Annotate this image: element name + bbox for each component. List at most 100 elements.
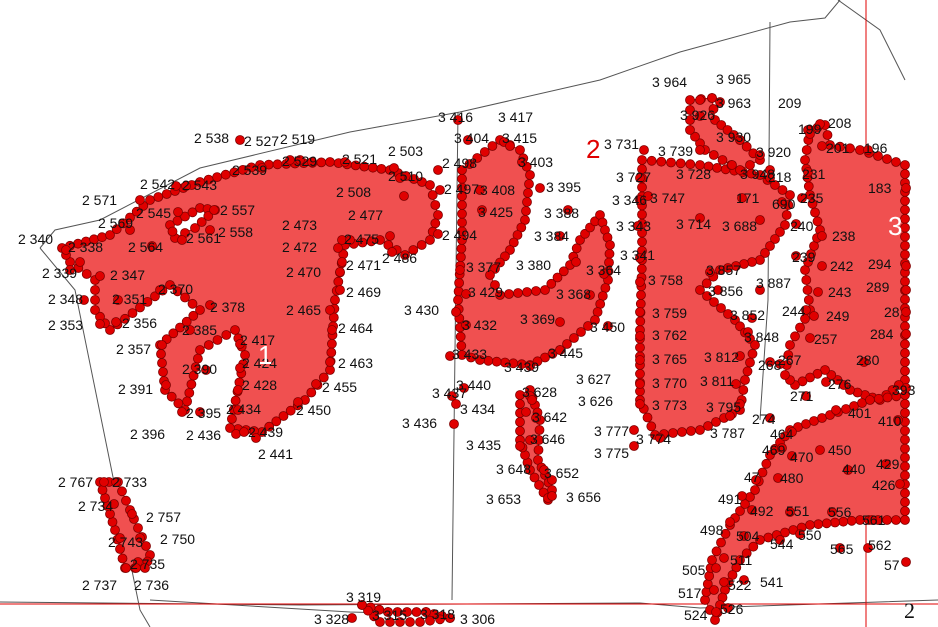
- point-marker[interactable]: [525, 435, 535, 445]
- point-marker[interactable]: [859, 357, 869, 367]
- point-marker[interactable]: [809, 311, 819, 321]
- point-marker[interactable]: [901, 307, 911, 317]
- point-marker[interactable]: [555, 231, 565, 241]
- point-marker[interactable]: [387, 247, 397, 257]
- point-marker[interactable]: [125, 225, 135, 235]
- point-marker[interactable]: [563, 205, 573, 215]
- point-marker[interactable]: [881, 459, 891, 469]
- point-marker[interactable]: [801, 391, 811, 401]
- point-marker[interactable]: [235, 363, 245, 373]
- point-marker[interactable]: [383, 607, 393, 617]
- point-marker[interactable]: [643, 191, 653, 201]
- point-marker[interactable]: [695, 111, 705, 121]
- point-marker[interactable]: [775, 535, 785, 545]
- point-marker[interactable]: [787, 427, 797, 437]
- point-marker[interactable]: [755, 285, 765, 295]
- point-marker[interactable]: [205, 225, 215, 235]
- point-marker[interactable]: [901, 383, 911, 393]
- point-marker[interactable]: [195, 407, 205, 417]
- point-marker[interactable]: [755, 215, 765, 225]
- point-marker[interactable]: [157, 340, 167, 350]
- point-marker[interactable]: [131, 563, 141, 573]
- point-marker[interactable]: [135, 195, 145, 205]
- point-marker[interactable]: [445, 351, 455, 361]
- point-marker[interactable]: [695, 213, 705, 223]
- point-marker[interactable]: [517, 157, 527, 167]
- point-marker[interactable]: [295, 155, 305, 165]
- point-marker[interactable]: [805, 129, 815, 139]
- point-marker[interactable]: [555, 317, 565, 327]
- point-marker[interactable]: [155, 285, 165, 295]
- point-marker[interactable]: [147, 241, 157, 251]
- point-marker[interactable]: [711, 563, 721, 573]
- point-marker[interactable]: [209, 205, 219, 215]
- point-marker[interactable]: [739, 531, 749, 541]
- point-marker[interactable]: [385, 231, 395, 241]
- point-marker[interactable]: [173, 207, 183, 217]
- point-marker[interactable]: [357, 600, 367, 610]
- point-marker[interactable]: [95, 319, 105, 329]
- point-marker[interactable]: [635, 173, 645, 183]
- point-marker[interactable]: [435, 185, 445, 195]
- point-marker[interactable]: [311, 379, 321, 389]
- point-marker[interactable]: [747, 505, 757, 515]
- point-marker[interactable]: [725, 411, 735, 421]
- point-marker[interactable]: [817, 261, 827, 271]
- point-marker[interactable]: [901, 261, 911, 271]
- point-marker[interactable]: [585, 290, 595, 300]
- point-marker[interactable]: [777, 443, 787, 453]
- point-marker[interactable]: [817, 231, 827, 241]
- point-marker[interactable]: [633, 221, 643, 231]
- point-marker[interactable]: [111, 317, 121, 327]
- point-marker[interactable]: [347, 613, 357, 623]
- point-marker[interactable]: [791, 251, 801, 261]
- point-marker[interactable]: [95, 271, 105, 281]
- point-marker[interactable]: [803, 167, 813, 177]
- point-marker[interactable]: [113, 295, 123, 305]
- point-marker[interactable]: [739, 575, 749, 585]
- point-marker[interactable]: [127, 509, 137, 519]
- point-marker[interactable]: [201, 365, 211, 375]
- point-marker[interactable]: [109, 499, 119, 509]
- point-marker[interactable]: [863, 543, 873, 553]
- point-marker[interactable]: [629, 425, 639, 435]
- point-marker[interactable]: [755, 150, 765, 160]
- point-marker[interactable]: [635, 331, 645, 341]
- point-marker[interactable]: [389, 163, 399, 173]
- point-marker[interactable]: [477, 205, 487, 215]
- point-marker[interactable]: [233, 405, 243, 415]
- point-marker[interactable]: [445, 613, 455, 623]
- point-marker[interactable]: [433, 229, 443, 239]
- point-marker[interactable]: [635, 253, 645, 263]
- point-marker[interactable]: [773, 473, 783, 483]
- point-marker[interactable]: [815, 119, 825, 129]
- point-marker[interactable]: [785, 507, 795, 517]
- point-marker[interactable]: [115, 533, 125, 543]
- point-marker[interactable]: [447, 391, 457, 401]
- point-marker[interactable]: [515, 441, 525, 451]
- point-marker[interactable]: [111, 477, 121, 487]
- point-marker[interactable]: [777, 197, 787, 207]
- point-marker[interactable]: [813, 287, 823, 297]
- point-marker[interactable]: [463, 135, 473, 145]
- point-marker[interactable]: [901, 557, 911, 567]
- point-marker[interactable]: [635, 307, 645, 317]
- point-marker[interactable]: [449, 419, 459, 429]
- point-marker[interactable]: [765, 413, 775, 423]
- point-marker[interactable]: [327, 325, 337, 335]
- point-marker[interactable]: [335, 285, 345, 295]
- point-marker[interactable]: [233, 385, 243, 395]
- point-marker[interactable]: [743, 327, 753, 337]
- point-marker[interactable]: [205, 300, 215, 310]
- point-marker[interactable]: [333, 243, 343, 253]
- point-marker[interactable]: [765, 357, 775, 367]
- point-marker[interactable]: [571, 257, 581, 267]
- point-marker[interactable]: [863, 145, 873, 155]
- point-marker[interactable]: [161, 380, 171, 390]
- point-marker[interactable]: [285, 155, 295, 165]
- point-marker[interactable]: [737, 193, 747, 203]
- point-marker[interactable]: [257, 163, 267, 173]
- point-marker[interactable]: [555, 345, 565, 355]
- point-marker[interactable]: [791, 219, 801, 229]
- point-marker[interactable]: [723, 603, 733, 613]
